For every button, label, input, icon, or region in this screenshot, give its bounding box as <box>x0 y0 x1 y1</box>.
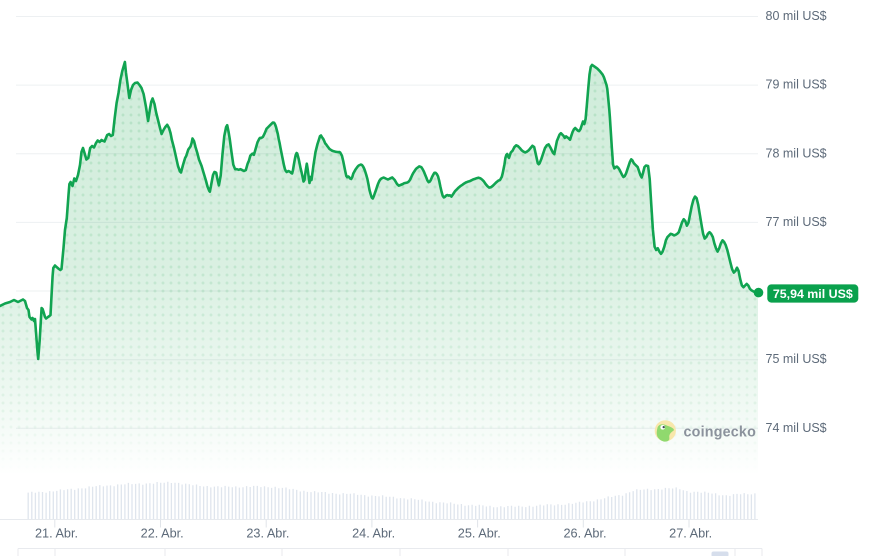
svg-text:75 mil US$: 75 mil US$ <box>766 352 827 366</box>
svg-text:22. Abr.: 22. Abr. <box>141 527 184 541</box>
svg-text:23. Abr.: 23. Abr. <box>246 527 289 541</box>
svg-text:77 mil US$: 77 mil US$ <box>766 215 827 229</box>
svg-text:coingecko: coingecko <box>684 425 757 441</box>
svg-text:21. Abr.: 21. Abr. <box>35 527 78 541</box>
svg-text:75,94 mil US$: 75,94 mil US$ <box>773 287 853 301</box>
svg-text:26. Abr.: 26. Abr. <box>563 527 606 541</box>
svg-text:80 mil US$: 80 mil US$ <box>766 9 827 23</box>
svg-text:79 mil US$: 79 mil US$ <box>766 78 827 92</box>
svg-text:24. Abr.: 24. Abr. <box>352 527 395 541</box>
svg-text:27. Abr.: 27. Abr. <box>669 527 712 541</box>
svg-text:74 mil US$: 74 mil US$ <box>766 421 827 435</box>
svg-text:25. Abr.: 25. Abr. <box>458 527 501 541</box>
svg-text:78 mil US$: 78 mil US$ <box>766 146 827 160</box>
